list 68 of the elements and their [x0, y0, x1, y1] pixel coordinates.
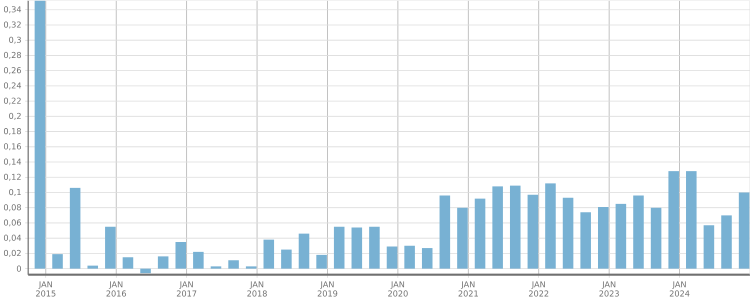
y-tick-label: 0,32	[4, 21, 21, 28]
bar	[334, 226, 344, 269]
x-tick-label: JAN 2017	[176, 281, 196, 297]
y-tick-label: 0,16	[4, 143, 22, 150]
bar	[738, 192, 750, 269]
y-tick-label: 0,26	[4, 67, 22, 74]
y-tick-label: 0	[16, 266, 22, 272]
y-tick-label: 0,04	[4, 234, 22, 242]
y-tick-label: 0,24	[4, 82, 22, 90]
bar	[158, 256, 168, 269]
y-tick-label: 0,18	[4, 128, 21, 136]
bar	[704, 225, 714, 269]
bar	[440, 196, 450, 269]
bar	[633, 196, 644, 269]
bar	[210, 266, 222, 269]
bar	[34, 0, 46, 269]
bar	[510, 186, 521, 269]
bar	[105, 226, 116, 269]
bar	[528, 194, 538, 269]
y-tick-label: 0,12	[4, 174, 21, 181]
x-tick-label: JAN 2024	[670, 281, 690, 297]
x-tick-label: JAN 2022	[528, 281, 548, 297]
bar	[386, 246, 398, 269]
x-tick-label: JAN 2016	[106, 281, 126, 297]
x-tick-label: JAN 2021	[458, 281, 478, 297]
y-tick-label: 0,2	[9, 112, 21, 120]
x-tick-label: JAN 2020	[388, 281, 408, 297]
x-tick-label: JAN 2018	[247, 281, 267, 297]
y-tick-label: 0,14	[4, 158, 22, 166]
bar	[316, 254, 327, 269]
y-tick-label: 0,08	[4, 204, 21, 212]
bar	[721, 215, 732, 269]
bar	[492, 186, 503, 269]
bar	[562, 198, 574, 269]
bar	[457, 208, 468, 269]
bar	[175, 242, 186, 269]
bar	[545, 183, 556, 269]
bar	[650, 208, 662, 269]
bar	[474, 198, 486, 269]
bar	[122, 257, 134, 269]
y-tick-label: 0,06	[4, 219, 22, 226]
bar	[369, 226, 380, 269]
bar	[668, 171, 679, 269]
bar	[264, 240, 274, 269]
bar	[193, 252, 204, 269]
bar	[580, 212, 591, 269]
bar	[598, 206, 609, 269]
bar	[140, 268, 151, 274]
bar	[87, 266, 98, 269]
bar	[298, 234, 310, 269]
bar	[616, 204, 626, 269]
y-tick-label: 0,1	[9, 188, 21, 196]
x-tick-label: JAN 2015	[36, 281, 56, 297]
x-tick-label: JAN 2023	[599, 281, 619, 297]
bar	[404, 246, 415, 269]
y-tick-label: 0,34	[4, 6, 22, 14]
bar	[281, 250, 292, 269]
bar	[422, 248, 433, 269]
y-tick-label: 0,3	[9, 36, 21, 44]
bar	[52, 254, 63, 269]
y-tick-label: 0,28	[4, 52, 21, 59]
y-tick-label: 0,22	[4, 98, 21, 105]
x-tick-label: JAN 2019	[318, 281, 338, 297]
bar	[228, 260, 239, 269]
bar	[352, 228, 362, 269]
y-tick-label: 0,02	[4, 250, 21, 257]
bar	[686, 171, 697, 269]
bar	[70, 188, 80, 269]
